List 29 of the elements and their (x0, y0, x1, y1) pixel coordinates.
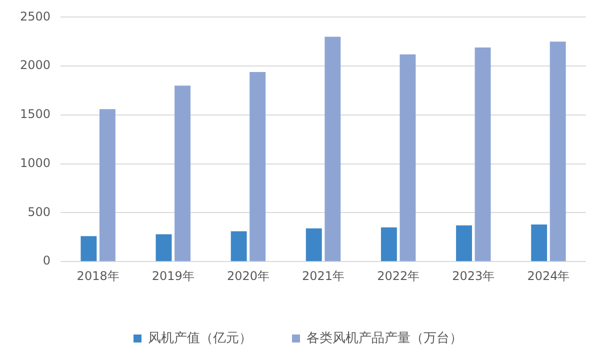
x-tick-label: 2019年 (152, 268, 194, 283)
y-tick-label: 500 (28, 204, 51, 219)
bar (230, 231, 247, 262)
legend-label: 风机产值（亿元） (148, 330, 252, 346)
legend-label: 各类风机产品产量（万台） (306, 330, 462, 346)
bar (400, 54, 416, 262)
x-tick-label: 2023年 (452, 268, 495, 283)
x-tick-label: 2024年 (527, 268, 570, 283)
bar (99, 109, 116, 262)
bar (324, 36, 341, 262)
bar (174, 86, 190, 262)
y-tick-label: 1000 (20, 156, 51, 170)
x-tick-label: 2020年 (226, 268, 270, 283)
y-tick-label: 2000 (20, 58, 51, 72)
y-tick-label: 1500 (20, 107, 51, 122)
bar (531, 224, 548, 262)
bar (156, 234, 172, 262)
bar (250, 72, 266, 262)
y-tick-label: 0 (42, 254, 51, 268)
bar (456, 225, 472, 262)
bar (306, 228, 322, 262)
x-tick-label: 2021年 (302, 268, 345, 283)
bar (474, 48, 491, 262)
y-tick-label: 2500 (20, 9, 51, 24)
bar (80, 236, 97, 262)
bar (550, 42, 566, 262)
x-tick-label: 2022年 (377, 268, 420, 283)
x-tick-label: 2018年 (76, 268, 120, 283)
bar (380, 227, 397, 262)
